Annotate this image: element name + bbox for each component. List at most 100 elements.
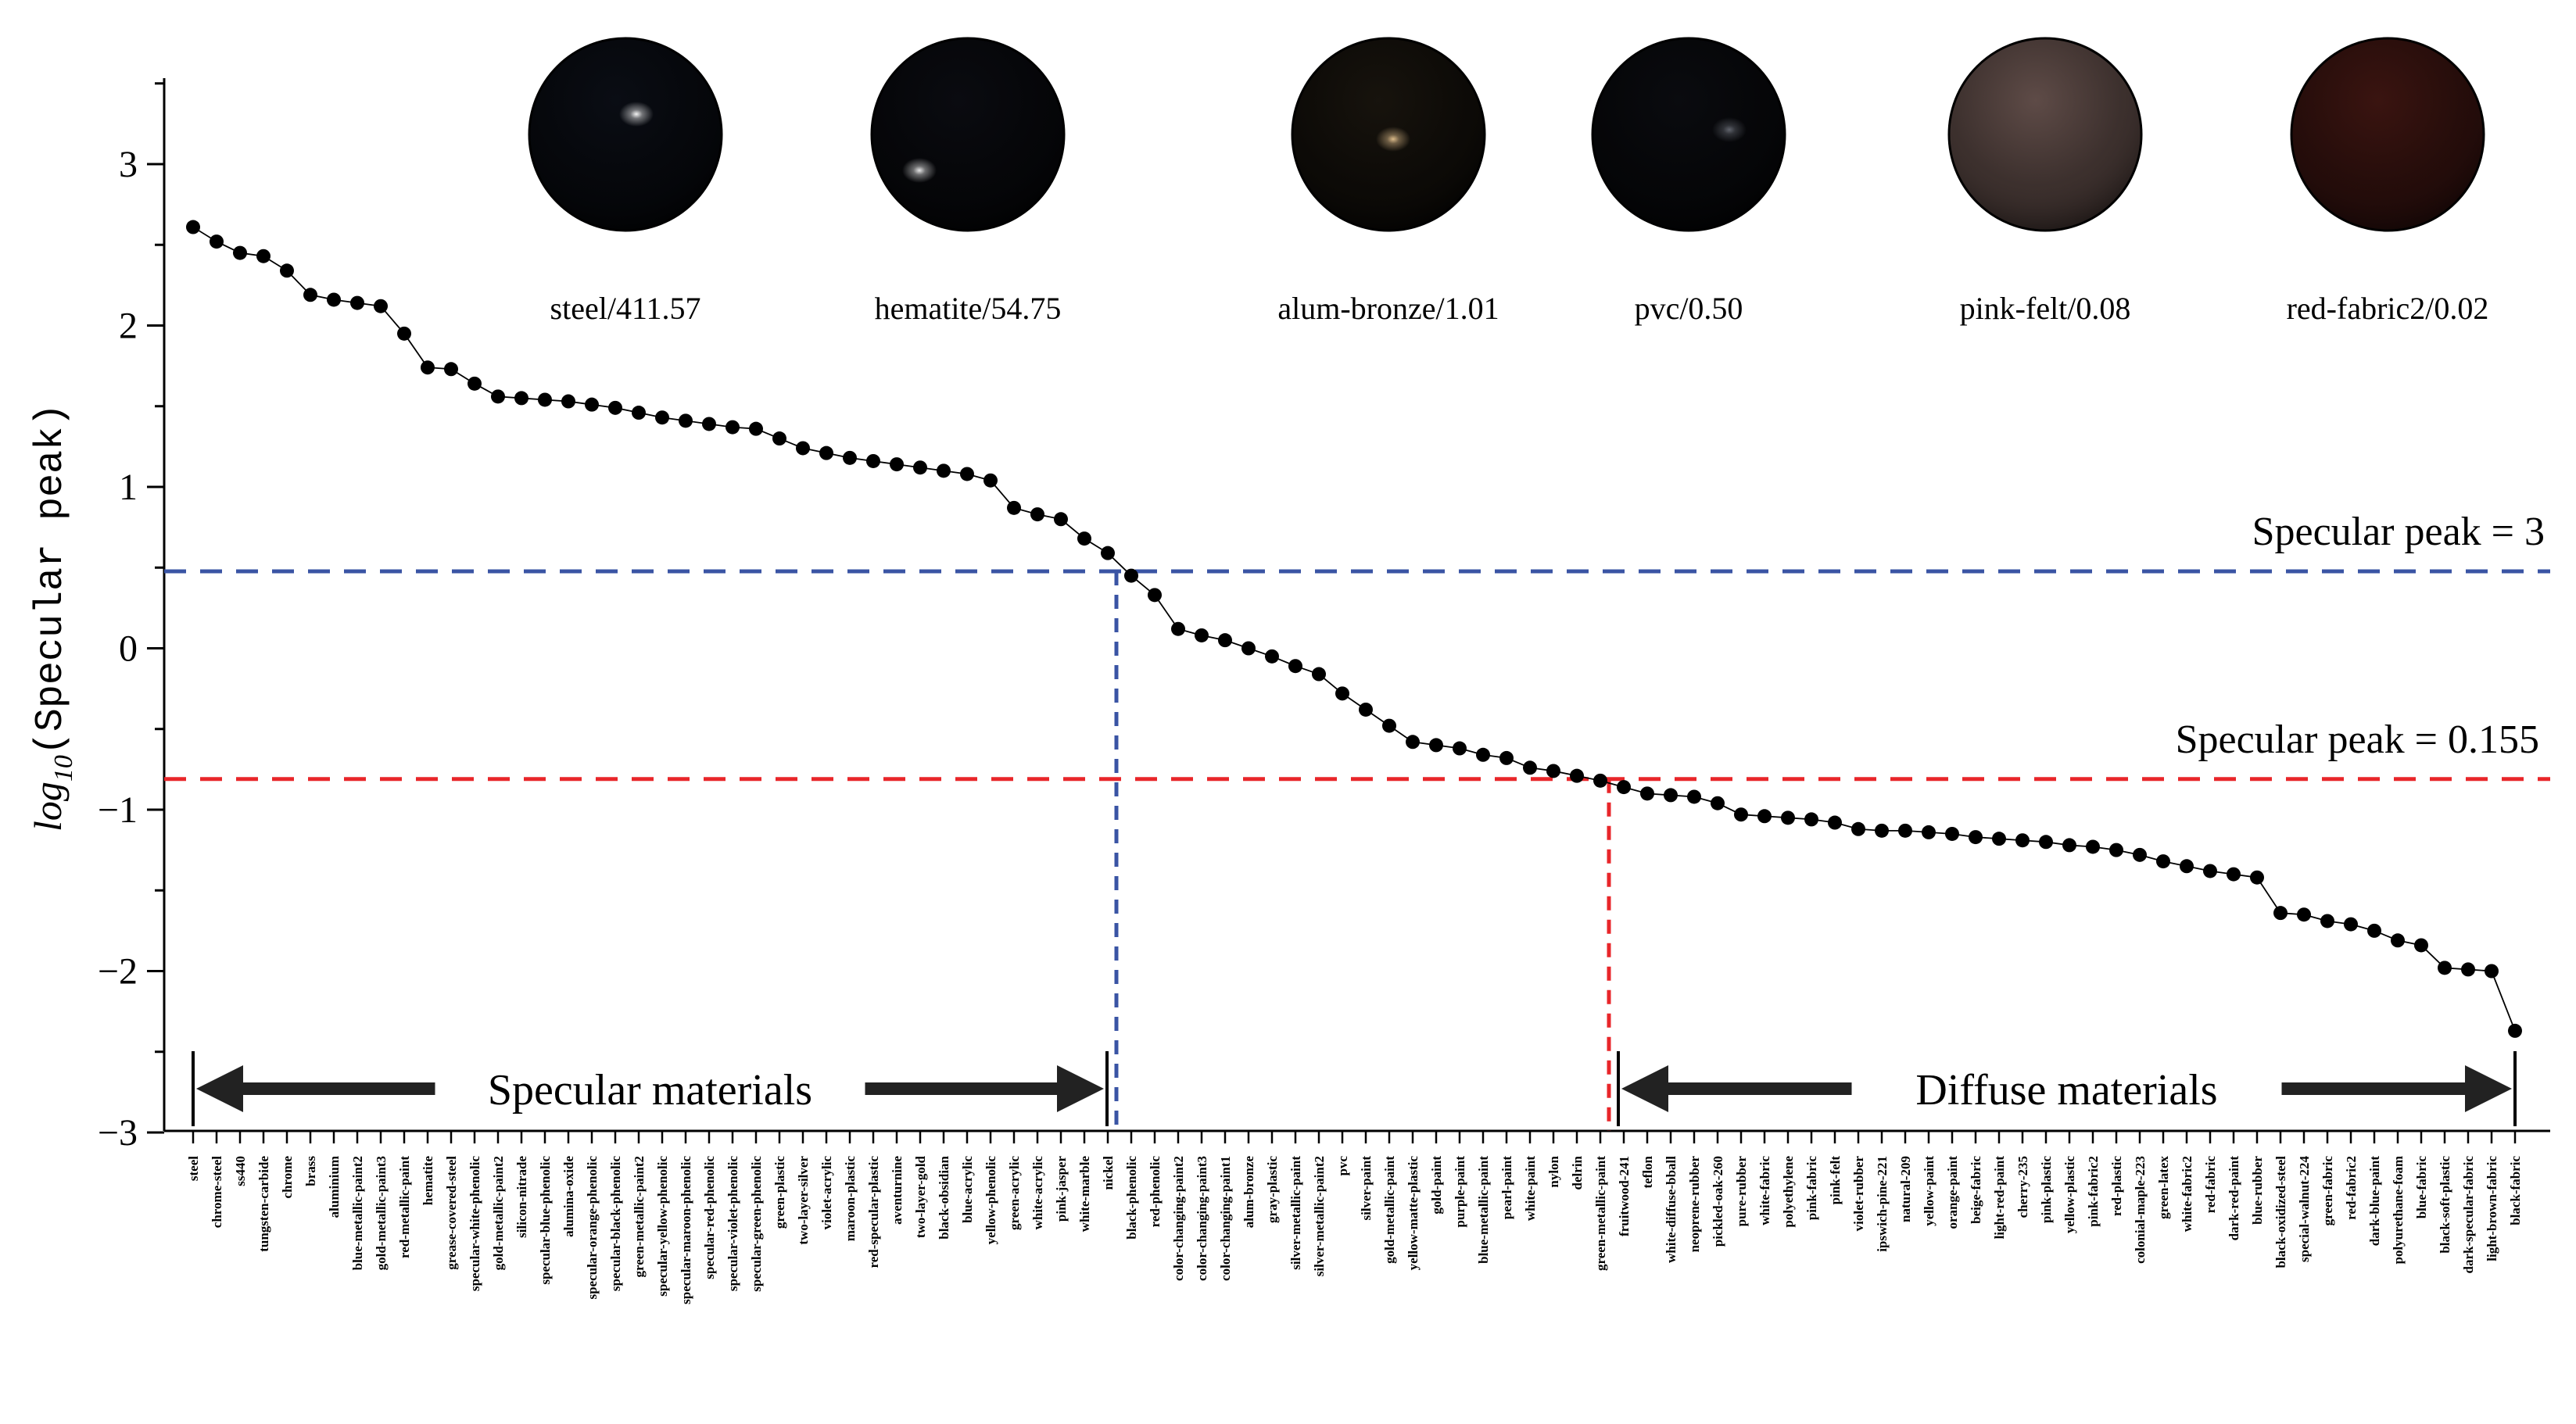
data-point	[1218, 633, 1232, 648]
arrow-shaft-left	[240, 1082, 435, 1095]
data-point	[1757, 809, 1772, 824]
data-point	[1382, 718, 1396, 733]
x-tick-label: specular-red-phenolic	[702, 1156, 717, 1279]
x-tick-label: specular-white-phenolic	[468, 1156, 482, 1292]
x-tick-label: red-phenolic	[1148, 1156, 1163, 1228]
x-tick-label: blue-fabric	[2414, 1156, 2429, 1219]
x-tick-label: red-specular-plastic	[866, 1156, 881, 1268]
x-tick-label: white-acrylic	[1030, 1156, 1045, 1230]
data-point	[327, 292, 341, 307]
data-point	[1195, 628, 1209, 642]
y-axis-label-sub: 10	[49, 755, 78, 782]
data-point	[1007, 500, 1021, 515]
y-tick-label: 0	[119, 628, 138, 670]
data-point	[538, 392, 552, 407]
x-tick-label: pink-plastic	[2039, 1156, 2054, 1223]
x-tick-label: white-fabric2	[2180, 1156, 2194, 1232]
data-point	[210, 234, 224, 249]
data-point	[1781, 810, 1795, 825]
data-point	[1922, 825, 1936, 839]
data-point	[397, 326, 411, 341]
x-tick-label: black-oxidized-steel	[2273, 1156, 2288, 1268]
x-tick-label: pickled-oak-260	[1711, 1156, 1725, 1247]
data-point	[1593, 773, 1607, 788]
data-point	[1851, 821, 1865, 836]
x-tick-label: yellow-plastic	[2062, 1156, 2077, 1234]
data-point	[1992, 832, 2006, 846]
data-point	[2297, 907, 2311, 922]
x-tick-label: light-red-paint	[1992, 1156, 2007, 1240]
sphere-caption: pvc/0.50	[1635, 291, 1743, 326]
data-point	[960, 467, 974, 481]
x-tick-label: grease-covered-steel	[444, 1156, 459, 1270]
x-tick-label: red-plastic	[2109, 1156, 2124, 1217]
x-tick-label: yellow-matte-plastic	[1406, 1156, 1421, 1271]
x-tick-label: dark-specular-fabric	[2461, 1156, 2476, 1274]
data-point	[256, 249, 270, 263]
x-tick-label: violet-acrylic	[819, 1156, 834, 1230]
x-tick-label: cherry-235	[2015, 1156, 2030, 1218]
material-spheres: steel/411.57 hematite/54.75 alum-bronze/1.…	[528, 37, 2489, 326]
x-tick-label: specular-green-phenolic	[749, 1156, 764, 1292]
x-tick-label: specular-black-phenolic	[608, 1156, 623, 1292]
x-tick-label: black-obsidian	[937, 1155, 951, 1239]
data-point	[679, 413, 693, 428]
data-point	[1124, 568, 1138, 583]
y-axis-label-rest: (Specular peak)	[29, 403, 73, 755]
data-point	[1054, 512, 1068, 527]
x-tick-label: polyurethane-foam	[2391, 1156, 2406, 1265]
sphere-caption: red-fabric2/0.02	[2287, 291, 2489, 326]
x-tick-label: purple-paint	[1453, 1156, 1467, 1228]
x-tick-label: two-layer-gold	[913, 1155, 928, 1238]
x-tick-label: tungsten-carbide	[256, 1156, 271, 1252]
data-point	[1499, 750, 1514, 765]
x-tick-label: hematite	[421, 1156, 435, 1206]
data-point	[1335, 686, 1349, 701]
x-tick-label: pearl-paint	[1499, 1156, 1514, 1220]
sphere-caption: hematite/54.75	[875, 291, 1062, 326]
data-point	[702, 417, 716, 431]
material-sphere: pink-felt/0.08	[1947, 37, 2143, 326]
data-point	[1570, 768, 1584, 783]
x-tick-label: silver-metallic-paint	[1288, 1156, 1303, 1270]
x-tick-label: pink-fabric2	[2086, 1156, 2101, 1227]
x-tick-label: pink-jasper	[1054, 1156, 1069, 1222]
data-point	[1148, 588, 1162, 603]
data-point	[1804, 812, 1818, 827]
data-point	[983, 473, 998, 488]
x-tick-label: black-fabric	[2508, 1156, 2523, 1225]
data-point	[1640, 786, 1654, 801]
x-tick-label: blue-metallic-paint	[1476, 1156, 1491, 1264]
y-axis-label: log10(Specular peak)	[26, 403, 78, 832]
data-point	[2133, 847, 2147, 862]
x-tick-label: yellow-paint	[1922, 1156, 1936, 1226]
data-point	[1077, 531, 1091, 546]
sphere-shading	[2292, 39, 2483, 230]
data-point	[468, 376, 482, 391]
x-tick-label: gold-metallic-paint	[1382, 1156, 1397, 1264]
x-tick-label: pvc	[1335, 1156, 1350, 1176]
material-sphere: pvc/0.50	[1591, 37, 1786, 326]
x-tick-label: specular-orange-phenolic	[585, 1156, 600, 1300]
region-bracket: Diffuse materials	[1617, 1051, 2517, 1126]
data-point	[374, 299, 388, 313]
sphere-shading	[530, 39, 721, 230]
x-tick-label: special-walnut-224	[2297, 1156, 2312, 1263]
data-point	[1241, 641, 1256, 656]
threshold-label: Specular peak = 0.155	[2176, 717, 2539, 762]
x-tick-label: specular-blue-phenolic	[538, 1156, 553, 1285]
x-tick-label: green-plastic	[772, 1156, 787, 1229]
x-tick-label: teflon	[1640, 1155, 1655, 1188]
x-tick-label: pure-rubber	[1734, 1156, 1749, 1227]
data-point	[749, 421, 763, 436]
y-tick-label: −1	[98, 789, 138, 831]
data-point	[843, 450, 857, 465]
data-point	[2438, 961, 2452, 975]
sphere-shading	[872, 39, 1063, 230]
x-tick-label: delrin	[1570, 1155, 1585, 1190]
arrow-shaft-right	[2281, 1082, 2468, 1095]
x-tick-label: white-fabric	[1757, 1156, 1772, 1225]
data-point	[1898, 823, 1912, 838]
data-point	[585, 397, 599, 412]
data-point	[2320, 914, 2334, 928]
